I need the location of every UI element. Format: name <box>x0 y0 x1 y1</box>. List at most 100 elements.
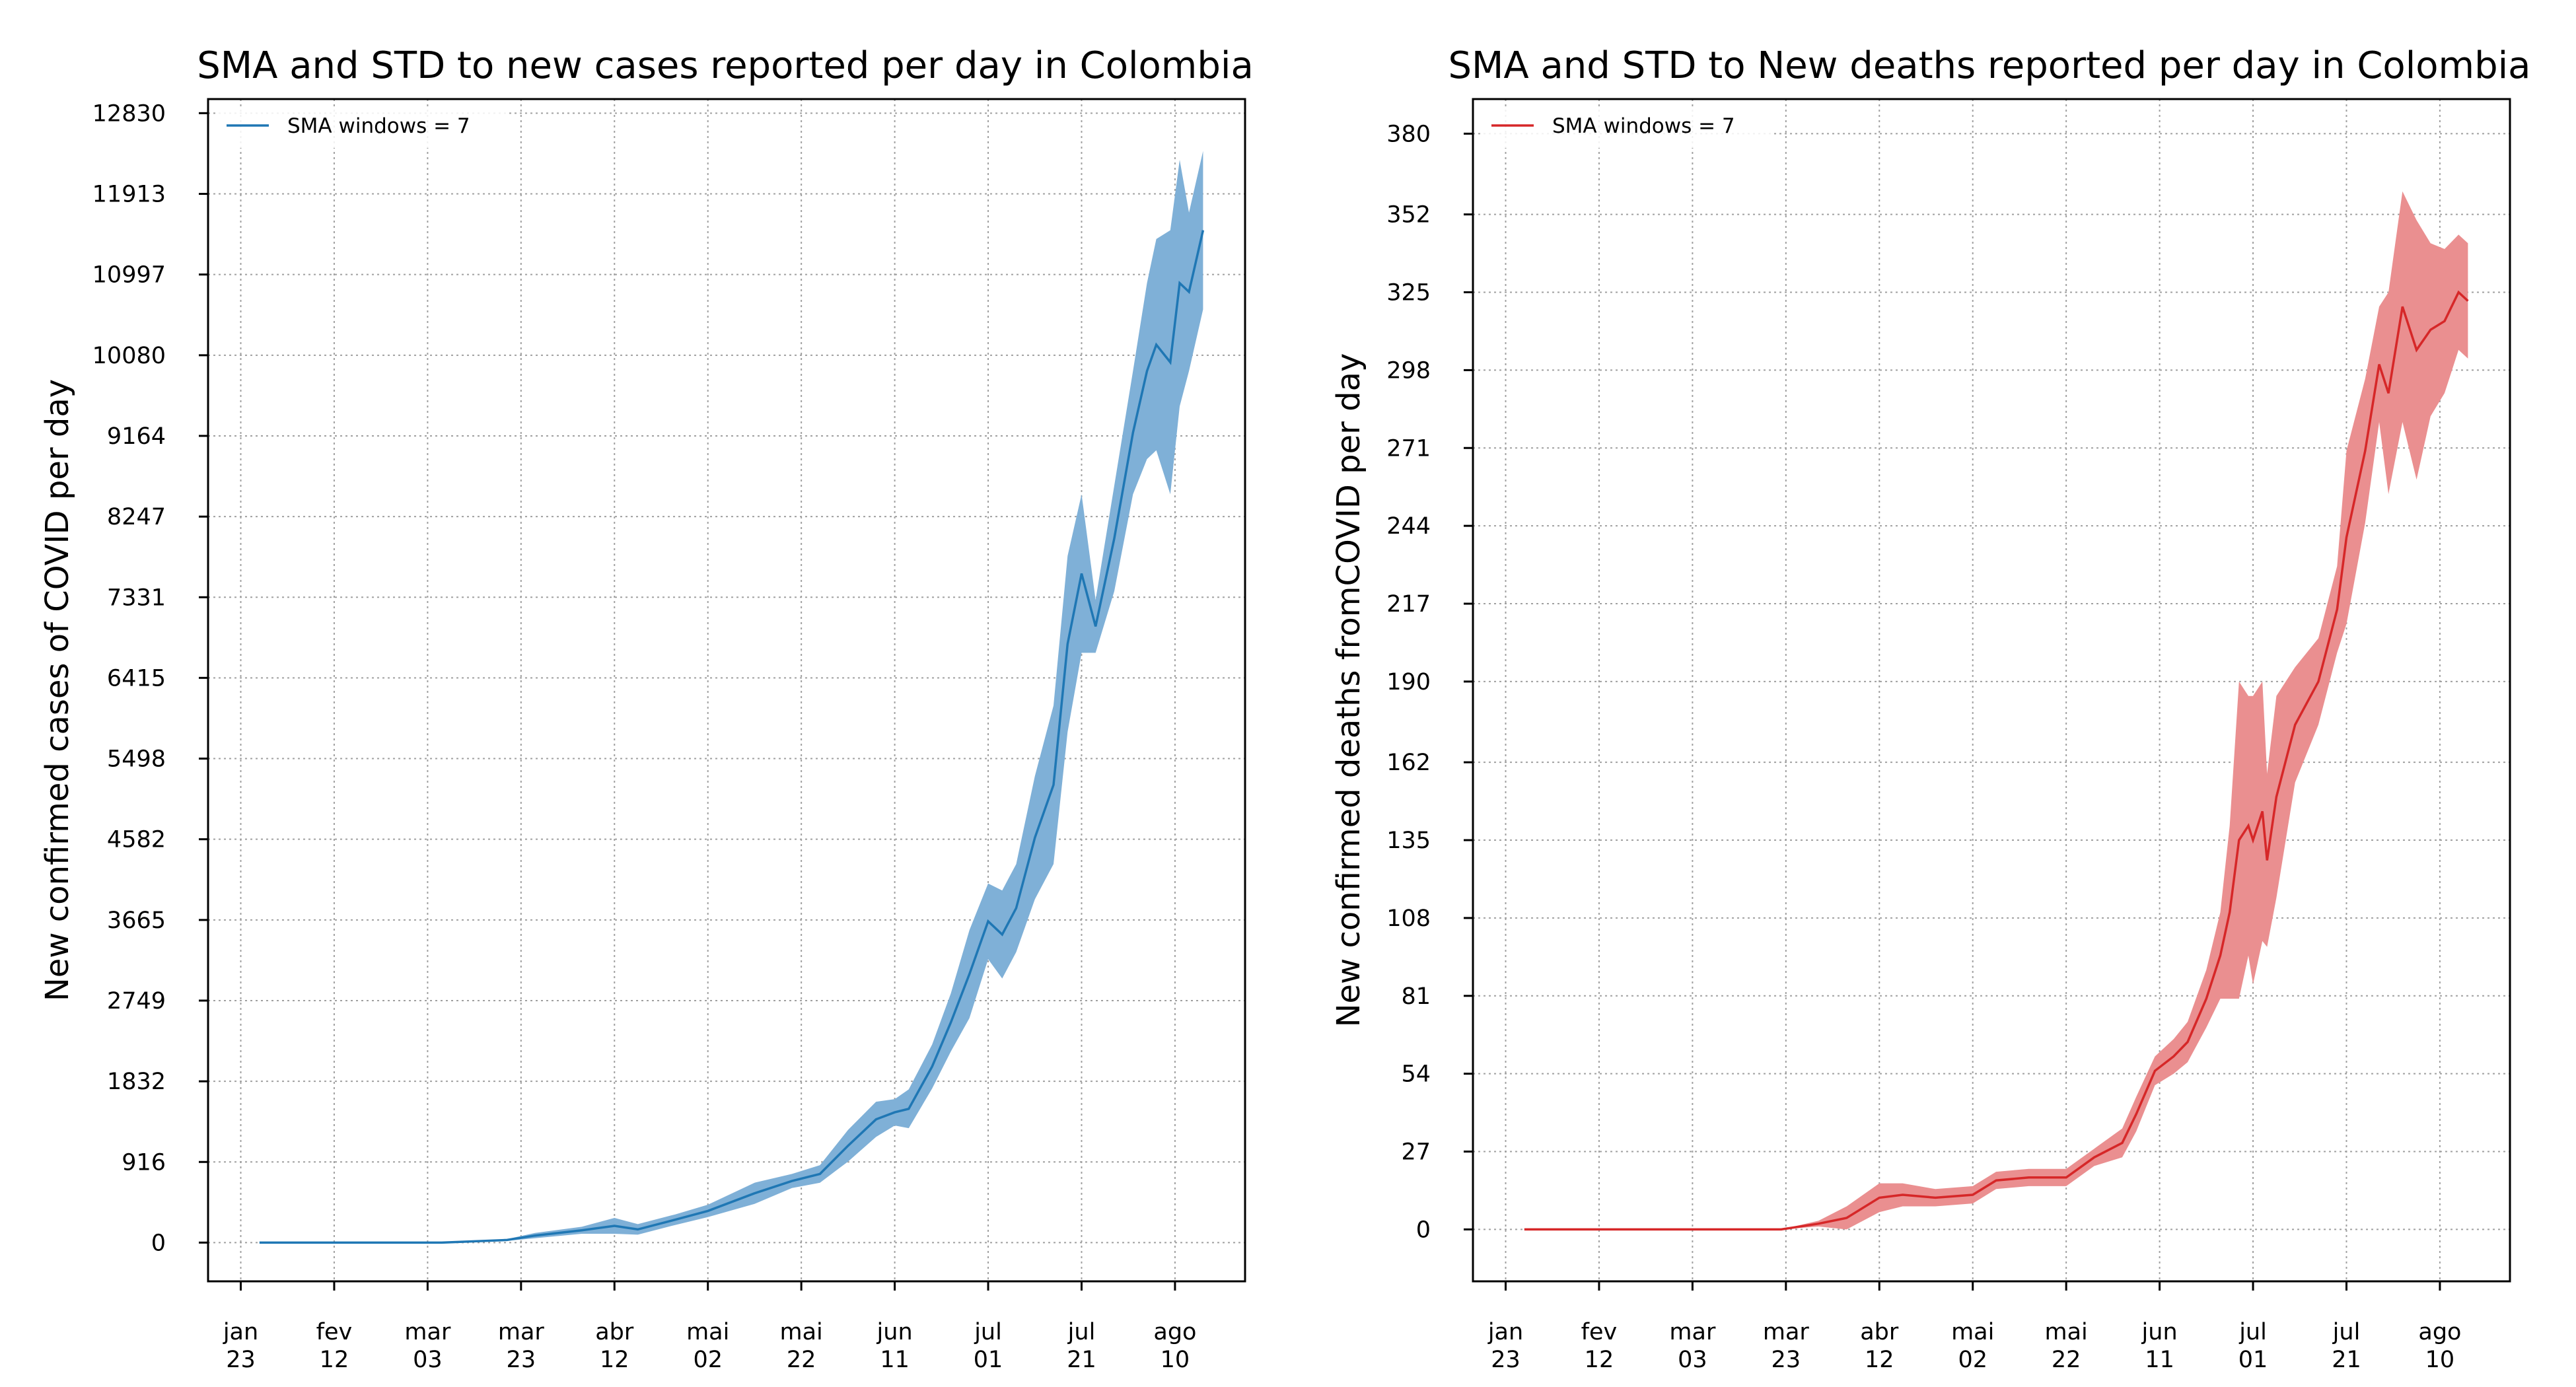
cases-xtick-label-5: mai 02 <box>686 1319 729 1373</box>
cases-plot-frame <box>207 98 1246 1283</box>
cases-xtick-label-8: jul 01 <box>974 1319 1003 1373</box>
deaths-ytick-label-9: 244 <box>1386 513 1431 540</box>
cases-xtick-label-10: ago 10 <box>1153 1319 1196 1373</box>
deaths-xtick-label-9-line-0: jul <box>2332 1319 2361 1345</box>
deaths-xtick-label-10-line-1: 10 <box>2425 1347 2455 1373</box>
deaths-sma-line <box>1524 290 2469 1231</box>
deaths-xtick-label-3: mar 23 <box>1763 1319 1810 1373</box>
deaths-xtick-label-5-line-1: 02 <box>1958 1347 1987 1373</box>
deaths-ytick-label-3: 81 <box>1401 983 1431 1010</box>
deaths-xtick-label-6: mai 22 <box>2045 1319 2088 1373</box>
cases-xtick-label-5-line-1: 02 <box>693 1347 723 1373</box>
deaths-xtick-label-4: abr 12 <box>1860 1319 1899 1373</box>
deaths-xtick-label-8-line-1: 01 <box>2238 1347 2268 1373</box>
deaths-xtick-label-10-line-0: ago <box>2418 1319 2461 1345</box>
deaths-xtick-label-7-line-1: 11 <box>2145 1347 2174 1373</box>
deaths-xtick-label-7: jun 11 <box>2141 1319 2178 1373</box>
cases-xtick-label-6: mai 22 <box>780 1319 823 1373</box>
cases-xtick-label-6-line-0: mai <box>780 1319 823 1345</box>
cases-legend-box <box>216 107 507 148</box>
deaths-xtick-label-8: jul 01 <box>2238 1319 2268 1373</box>
cases-ytick-label-8: 7331 <box>107 585 166 611</box>
deaths-ytick-label-5: 135 <box>1386 828 1431 854</box>
cases-xtick-label-0-line-1: 23 <box>226 1347 256 1373</box>
deaths-legend: SMA windows = 7 <box>1481 107 1771 148</box>
deaths-xtick-label-4-line-0: abr <box>1860 1319 1899 1345</box>
deaths-std-band <box>1524 191 2468 1230</box>
cases-ytick-label-0: 0 <box>151 1230 166 1256</box>
deaths-xtick-label-4-line-1: 12 <box>1865 1347 1894 1373</box>
cases-xtick-label-0-line-0: jan <box>223 1319 258 1345</box>
cases-ytick-label-6: 5498 <box>107 746 166 773</box>
deaths-ytick-label-1: 27 <box>1401 1139 1431 1166</box>
cases-legend-label: SMA windows = 7 <box>287 114 470 138</box>
deaths-xtick-label-1-line-0: fev <box>1581 1319 1618 1345</box>
cases-xtick-label-2-line-0: mar <box>404 1319 451 1345</box>
deaths-ytick-label-4: 108 <box>1386 906 1431 932</box>
cases-xtick-label-3-line-0: mar <box>498 1319 545 1345</box>
cases-chart: SMA and STD to new cases reported per da… <box>39 44 1254 1373</box>
cases-ytick-label-13: 11913 <box>92 182 166 208</box>
cases-xtick-label-8-line-1: 01 <box>974 1347 1003 1373</box>
deaths-grid <box>1473 99 2510 1281</box>
cases-ytick-label-4: 3665 <box>107 907 166 934</box>
cases-ytick-label-10: 9164 <box>107 423 166 450</box>
cases-xtick-label-4-line-1: 12 <box>600 1347 629 1373</box>
deaths-legend-label: SMA windows = 7 <box>1552 114 1735 138</box>
cases-xtick-label-5-line-0: mai <box>686 1319 729 1345</box>
cases-xtick-label-6-line-1: 22 <box>787 1347 816 1373</box>
deaths-xtick-label-1: fev 12 <box>1581 1319 1618 1373</box>
cases-xtick-label-10-line-1: 10 <box>1161 1347 1190 1373</box>
cases-xtick-label-4: abr 12 <box>595 1319 634 1373</box>
cases-ytick-label-11: 10080 <box>92 343 166 369</box>
cases-xtick-label-0: jan 23 <box>223 1319 258 1373</box>
deaths-xtick-label-1-line-1: 12 <box>1585 1347 1614 1373</box>
deaths-xtick-label-2-line-0: mar <box>1669 1319 1716 1345</box>
deaths-ytick-label-14: 380 <box>1386 121 1431 147</box>
deaths-plot-frame <box>1472 98 2511 1283</box>
cases-ytick-label-7: 6415 <box>107 665 166 692</box>
deaths-xtick-label-3-line-0: mar <box>1763 1319 1810 1345</box>
cases-chart-title: SMA and STD to new cases reported per da… <box>197 44 1254 87</box>
deaths-xtick-label-6-line-0: mai <box>2045 1319 2088 1345</box>
deaths-xtick-label-9-line-1: 21 <box>2332 1347 2361 1373</box>
deaths-ytick-label-8: 217 <box>1386 591 1431 618</box>
cases-xtick-label-2: mar 03 <box>404 1319 451 1373</box>
deaths-ytick-label-10: 271 <box>1386 435 1431 462</box>
cases-xtick-label-9-line-0: jul <box>1067 1319 1096 1345</box>
cases-xtick-label-9-line-1: 21 <box>1067 1347 1096 1373</box>
cases-ytick-label-9: 8247 <box>107 504 166 530</box>
cases-xtick-label-10-line-0: ago <box>1153 1319 1196 1345</box>
deaths-xtick-label-10: ago 10 <box>2418 1319 2461 1373</box>
cases-ytick-label-5: 4582 <box>107 827 166 853</box>
deaths-chart-ylabel: New confirmed deaths fromCOVID per day <box>1330 353 1367 1028</box>
cases-sma-line <box>259 230 1205 1244</box>
cases-xtick-label-9: jul 21 <box>1067 1319 1096 1373</box>
deaths-chart: SMA and STD to New deaths reported per d… <box>1330 44 2530 1373</box>
deaths-ytick-label-7: 190 <box>1386 669 1431 695</box>
cases-xtick-label-7: jun 11 <box>877 1319 913 1373</box>
cases-chart-ylabel: New confirmed cases of COVID per day <box>39 379 76 1001</box>
cases-std-band <box>259 151 1203 1243</box>
cases-ytick-label-12: 10997 <box>92 262 166 289</box>
deaths-xtick-label-5-line-0: mai <box>1951 1319 1994 1345</box>
cases-ytick-label-14: 12830 <box>92 100 166 127</box>
deaths-ytick-label-6: 162 <box>1386 750 1431 776</box>
deaths-xtick-label-3-line-1: 23 <box>1771 1347 1801 1373</box>
cases-xtick-label-4-line-0: abr <box>595 1319 634 1345</box>
deaths-ytick-label-13: 352 <box>1386 202 1431 229</box>
deaths-xtick-label-2-line-1: 03 <box>1678 1347 1707 1373</box>
deaths-xtick-label-9: jul 21 <box>2332 1319 2361 1373</box>
deaths-ytick-label-11: 298 <box>1386 357 1431 384</box>
cases-xtick-label-1: fev 12 <box>316 1319 353 1373</box>
cases-xtick-label-1-line-0: fev <box>316 1319 353 1345</box>
cases-xtick-label-7-line-1: 11 <box>880 1347 910 1373</box>
cases-xtick-label-7-line-0: jun <box>877 1319 913 1345</box>
cases-xtick-label-3: mar 23 <box>498 1319 545 1373</box>
cases-grid <box>208 99 1245 1281</box>
cases-xtick-label-2-line-1: 03 <box>413 1347 443 1373</box>
deaths-xtick-label-8-line-0: jul <box>2238 1319 2267 1345</box>
